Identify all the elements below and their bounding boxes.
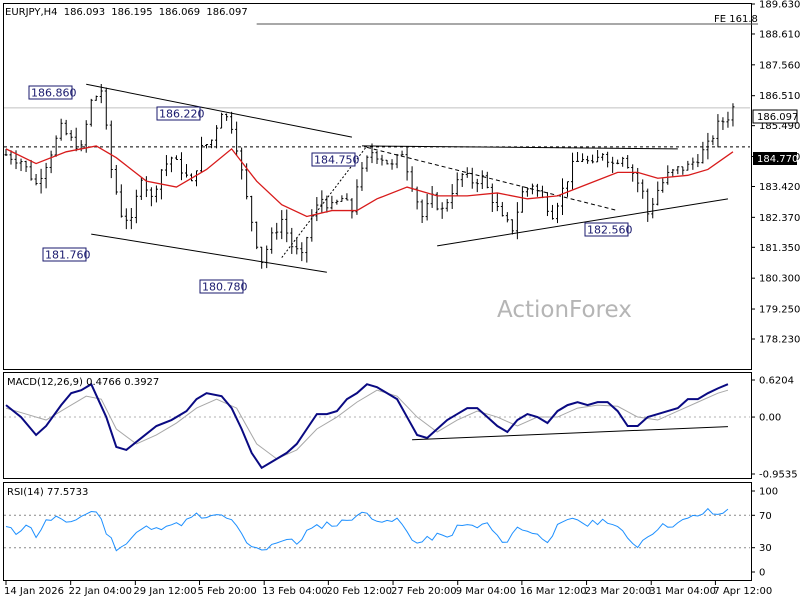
time-tick-label: 23 Mar 20:00: [585, 586, 652, 597]
price-tick-label: 182.370: [759, 213, 800, 224]
macd-tick-label: 0.00: [759, 413, 781, 424]
moving-average: [5, 145, 734, 218]
macd-tick-label: -0.9535: [759, 470, 798, 481]
time-tick-label: 20 Feb 12:00: [326, 586, 392, 597]
price-axis: 189.630188.610187.560186.510185.490184.4…: [751, 0, 800, 346]
annotation-label: 186.860: [31, 87, 77, 100]
macd-signal-line: [5, 389, 729, 460]
level-badge: [753, 152, 797, 165]
time-tick-label: 7 Apr 12:00: [713, 586, 772, 597]
rsi-indicator: 100 70 30 0: [4, 487, 778, 579]
macd-tick-label: 0.6204: [759, 376, 794, 387]
annotations: 186.860 186.220 184.750 181.760 180.780 182.5…: [28, 85, 633, 294]
watermark: ActionForex: [497, 297, 632, 323]
annotation-label: 186.220: [159, 108, 205, 121]
time-tick-label: 16 Mar 12:00: [520, 586, 587, 597]
price-tick-label: 186.510: [759, 91, 800, 102]
price-tick-label: 189.630: [759, 0, 800, 11]
macd-label: MACD(12,26,9) 0.4766 0.3927: [7, 377, 159, 388]
trendline: [361, 145, 678, 150]
ohlc-open: 186.093: [64, 7, 105, 18]
time-tick-label: 27 Feb 20:00: [391, 586, 457, 597]
macd-indicator: 0.6204 0.00 -0.9535: [4, 376, 798, 481]
symbol-label: EURJPY,H4: [5, 7, 58, 18]
price-panel[interactable]: [3, 3, 752, 370]
annotation-label: 181.760: [45, 249, 91, 262]
time-axis: 14 Jan 2026 22 Jan 04:00 29 Jan 12:00 5 Feb…: [4, 581, 772, 597]
time-tick-label: 29 Jan 12:00: [133, 586, 196, 597]
price-tick-label: 180.300: [759, 274, 800, 285]
trendline: [366, 146, 618, 212]
level-badge-label: 184.770: [757, 154, 798, 165]
rsi-line: [5, 507, 729, 552]
price-tick-label: 181.350: [759, 243, 800, 254]
price-tick-label: 183.420: [759, 182, 800, 193]
ohlc-close: 186.097: [206, 7, 247, 18]
symbol-header: EURJPY,H4 186.093 186.195 186.069 186.09…: [5, 7, 248, 18]
macd-trendline: [412, 426, 728, 441]
time-tick-label: 31 Mar 04:00: [649, 586, 716, 597]
ohlc-low: 186.069: [159, 7, 200, 18]
price-tick-label: 179.250: [759, 305, 800, 316]
trendline: [86, 83, 353, 138]
price-tick-label: 188.610: [759, 29, 800, 40]
time-tick-label: 5 Feb 20:00: [198, 586, 257, 597]
rsi-tick-label: 30: [759, 543, 772, 554]
current-price-badge: [752, 109, 798, 124]
current-price-label: 186.097: [757, 112, 798, 123]
price-tick-label: 185.490: [759, 121, 800, 132]
time-tick-label: 22 Jan 04:00: [69, 586, 132, 597]
moving-average-line: [5, 145, 734, 218]
annotation-box: [584, 222, 629, 237]
rsi-label: RSI(14) 77.5733: [7, 487, 88, 498]
trendline: [91, 233, 327, 273]
trendlines: [4, 23, 759, 273]
annotation-label: 184.750: [314, 154, 360, 167]
annotation-box: [199, 279, 244, 294]
trendline: [437, 198, 729, 247]
time-tick-label: 9 Mar 04:00: [456, 586, 516, 597]
annotation-box: [156, 106, 201, 121]
rsi-panel[interactable]: [3, 482, 752, 581]
ohlc-high: 186.195: [111, 7, 152, 18]
annotation-box: [28, 85, 73, 100]
candles: [4, 83, 735, 269]
rsi-tick-label: 70: [759, 511, 772, 522]
annotation-box: [311, 152, 356, 167]
annotation-label: 180.780: [202, 281, 248, 294]
rsi-tick-label: 100: [759, 487, 778, 498]
time-tick-label: 13 Feb 04:00: [262, 586, 328, 597]
annotation-box: [42, 247, 87, 262]
fib-extension-label: FE 161.8: [714, 14, 758, 25]
price-tick-label: 178.230: [759, 335, 800, 346]
time-tick-label: 14 Jan 2026: [4, 586, 64, 597]
rsi-tick-label: 0: [759, 568, 765, 579]
price-tick-label: 187.560: [759, 60, 800, 71]
macd-main-line: [5, 382, 729, 470]
annotation-label: 182.560: [587, 224, 633, 237]
